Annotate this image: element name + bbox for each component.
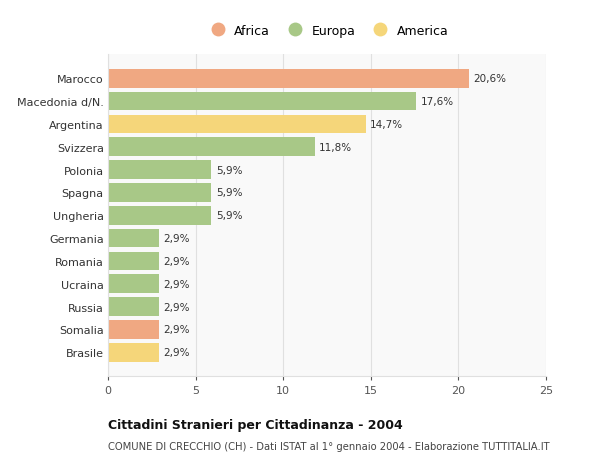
Text: 2,9%: 2,9% bbox=[163, 256, 190, 266]
Text: 14,7%: 14,7% bbox=[370, 120, 403, 129]
Text: 5,9%: 5,9% bbox=[216, 165, 242, 175]
Text: 2,9%: 2,9% bbox=[163, 325, 190, 335]
Text: 2,9%: 2,9% bbox=[163, 347, 190, 358]
Bar bbox=[108, 184, 211, 202]
Bar bbox=[108, 320, 159, 339]
Bar bbox=[108, 70, 469, 89]
Bar bbox=[108, 138, 315, 157]
Bar bbox=[108, 275, 159, 293]
Bar bbox=[108, 252, 159, 271]
Bar bbox=[108, 207, 211, 225]
Text: COMUNE DI CRECCHIO (CH) - Dati ISTAT al 1° gennaio 2004 - Elaborazione TUTTITALI: COMUNE DI CRECCHIO (CH) - Dati ISTAT al … bbox=[108, 441, 550, 451]
Text: 20,6%: 20,6% bbox=[473, 74, 506, 84]
Text: 2,9%: 2,9% bbox=[163, 279, 190, 289]
Text: 2,9%: 2,9% bbox=[163, 302, 190, 312]
Bar bbox=[108, 229, 159, 248]
Text: 17,6%: 17,6% bbox=[421, 97, 454, 107]
Text: 11,8%: 11,8% bbox=[319, 142, 352, 152]
Bar bbox=[108, 115, 365, 134]
Bar bbox=[108, 343, 159, 362]
Bar bbox=[108, 297, 159, 316]
Text: 5,9%: 5,9% bbox=[216, 188, 242, 198]
Text: 5,9%: 5,9% bbox=[216, 211, 242, 221]
Bar bbox=[108, 92, 416, 111]
Text: 2,9%: 2,9% bbox=[163, 234, 190, 244]
Bar bbox=[108, 161, 211, 179]
Legend: Africa, Europa, America: Africa, Europa, America bbox=[200, 20, 454, 43]
Text: Cittadini Stranieri per Cittadinanza - 2004: Cittadini Stranieri per Cittadinanza - 2… bbox=[108, 418, 403, 431]
